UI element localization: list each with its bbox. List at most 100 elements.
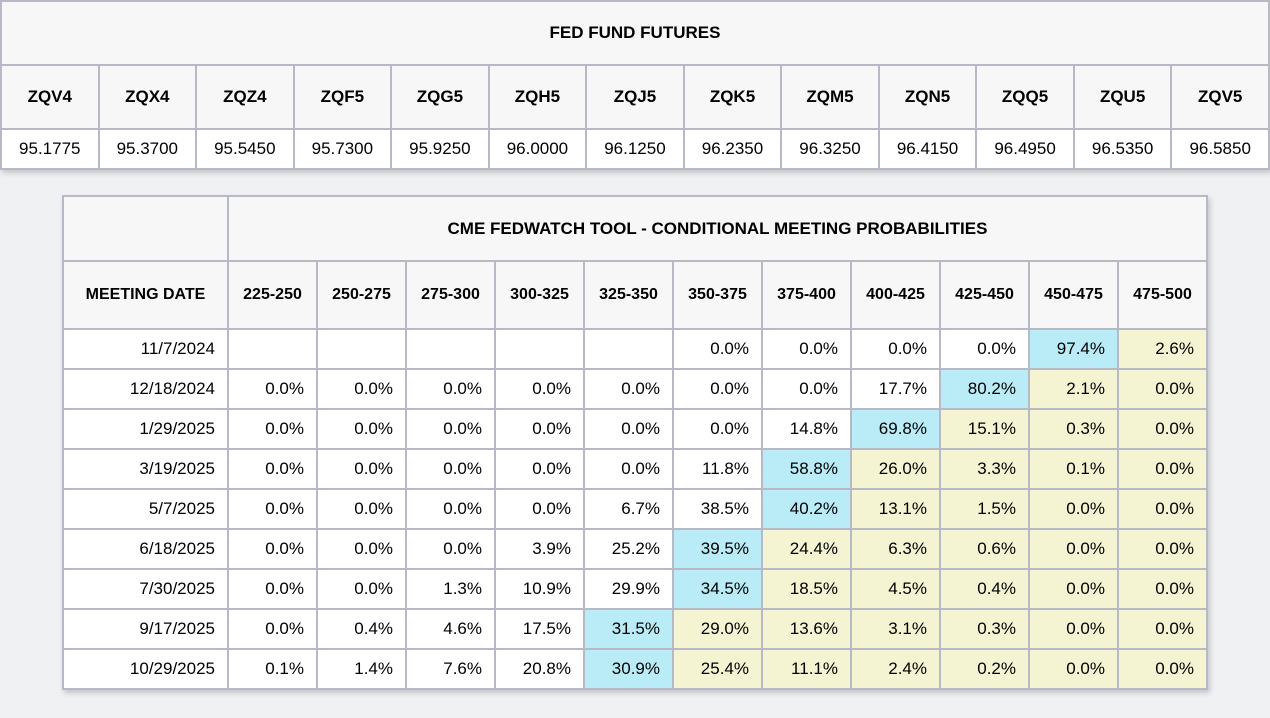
probability-cell: 1.3% bbox=[405, 568, 496, 610]
futures-price-cell: 96.0000 bbox=[487, 128, 588, 170]
futures-contract-header: ZQU5 bbox=[1072, 64, 1173, 130]
probability-cell: 0.0% bbox=[316, 528, 407, 570]
futures-price-cell: 96.4950 bbox=[975, 128, 1075, 170]
probability-cell: 0.4% bbox=[316, 608, 407, 650]
rate-range-header: 475-500 bbox=[1117, 260, 1208, 330]
meeting-date-cell: 9/17/2025 bbox=[62, 608, 229, 650]
probability-cell: 0.0% bbox=[1117, 528, 1208, 570]
probability-cell: 0.1% bbox=[227, 648, 318, 690]
probability-cell: 0.0% bbox=[405, 408, 496, 450]
probability-cell: 38.5% bbox=[672, 488, 763, 530]
probability-cell: 0.0% bbox=[227, 408, 318, 450]
fedwatch-header-row: MEETING DATE 225-250 250-275 275-300 300-32… bbox=[62, 260, 1208, 330]
futures-contract-header: ZQV5 bbox=[1170, 64, 1270, 130]
probability-cell: 4.6% bbox=[405, 608, 496, 650]
meeting-date-cell: 12/18/2024 bbox=[62, 368, 229, 410]
probability-cell: 2.4% bbox=[850, 648, 941, 690]
probability-cell: 0.0% bbox=[405, 448, 496, 490]
fedwatch-row: 5/7/2025 0.0% 0.0% 0.0% 0.0% 6.7% 38.5% 40.2% 13… bbox=[62, 488, 1208, 530]
rate-range-header: 250-275 bbox=[316, 260, 407, 330]
rate-range-header: 425-450 bbox=[939, 260, 1030, 330]
rate-range-header: 350-375 bbox=[672, 260, 763, 330]
probability-cell: 29.9% bbox=[583, 568, 674, 610]
fedwatch-row: 11/7/2024 0.0% 0.0% 0.0% 0.0% 97.4% 2.6% bbox=[62, 328, 1208, 370]
probability-cell: 0.0% bbox=[227, 448, 318, 490]
probability-cell: 0.0% bbox=[227, 368, 318, 410]
probability-cell: 0.0% bbox=[405, 488, 496, 530]
probability-cell: 39.5% bbox=[672, 528, 763, 570]
probability-cell: 0.0% bbox=[316, 488, 407, 530]
fedwatch-row: 12/18/2024 0.0% 0.0% 0.0% 0.0% 0.0% 0.0% 0.0% 17… bbox=[62, 368, 1208, 410]
probability-cell: 1.5% bbox=[939, 488, 1030, 530]
meeting-date-cell: 1/29/2025 bbox=[62, 408, 229, 450]
probability-cell bbox=[583, 328, 674, 370]
probability-cell: 0.3% bbox=[939, 608, 1030, 650]
probability-cell: 26.0% bbox=[850, 448, 941, 490]
probability-cell: 0.0% bbox=[672, 408, 763, 450]
probability-cell: 0.0% bbox=[316, 368, 407, 410]
futures-contract-header: ZQV4 bbox=[0, 64, 100, 130]
probability-cell: 0.2% bbox=[939, 648, 1030, 690]
probability-cell: 25.4% bbox=[672, 648, 763, 690]
futures-header-row: ZQV4 ZQX4 ZQZ4 ZQF5 ZQG5 ZQH5 ZQJ5 ZQK5 ZQM5 ZQN5… bbox=[0, 64, 1270, 130]
rate-range-header: 400-425 bbox=[850, 260, 941, 330]
futures-table-title: FED FUND FUTURES bbox=[0, 0, 1270, 66]
probability-cell bbox=[494, 328, 585, 370]
rate-range-header: 275-300 bbox=[405, 260, 496, 330]
meeting-date-cell: 3/19/2025 bbox=[62, 448, 229, 490]
probability-cell: 0.0% bbox=[583, 368, 674, 410]
probability-cell: 0.1% bbox=[1028, 448, 1119, 490]
probability-cell: 0.0% bbox=[1117, 368, 1208, 410]
futures-contract-header: ZQZ4 bbox=[195, 64, 295, 130]
futures-price-cell: 95.9250 bbox=[390, 128, 490, 170]
probability-cell: 11.8% bbox=[672, 448, 763, 490]
probability-cell: 11.1% bbox=[761, 648, 852, 690]
probability-cell: 0.0% bbox=[316, 448, 407, 490]
fedwatch-row: 3/19/2025 0.0% 0.0% 0.0% 0.0% 0.0% 11.8% 58.8% 2… bbox=[62, 448, 1208, 490]
probability-cell: 1.4% bbox=[316, 648, 407, 690]
probability-cell: 0.0% bbox=[227, 608, 318, 650]
probability-cell: 2.6% bbox=[1117, 328, 1208, 370]
meeting-date-cell: 11/7/2024 bbox=[62, 328, 229, 370]
probability-cell bbox=[316, 328, 407, 370]
probability-cell: 0.0% bbox=[494, 448, 585, 490]
probability-cell: 17.5% bbox=[494, 608, 585, 650]
probability-cell: 0.0% bbox=[1028, 488, 1119, 530]
meeting-date-cell: 7/30/2025 bbox=[62, 568, 229, 610]
futures-price-cell: 96.5850 bbox=[1170, 128, 1270, 170]
probability-cell: 6.7% bbox=[583, 488, 674, 530]
probability-cell: 0.0% bbox=[316, 408, 407, 450]
probability-cell: 17.7% bbox=[850, 368, 941, 410]
probability-cell: 0.0% bbox=[494, 488, 585, 530]
futures-price-cell: 95.5450 bbox=[195, 128, 295, 170]
probability-cell: 25.2% bbox=[583, 528, 674, 570]
probability-cell: 3.3% bbox=[939, 448, 1030, 490]
probability-cell: 0.0% bbox=[850, 328, 941, 370]
fed-fund-futures-table: FED FUND FUTURES ZQV4 ZQX4 ZQZ4 ZQF5 ZQG5 ZQH… bbox=[0, 0, 1270, 170]
probability-cell: 0.0% bbox=[227, 568, 318, 610]
probability-cell: 69.8% bbox=[850, 408, 941, 450]
probability-cell: 24.4% bbox=[761, 528, 852, 570]
fedwatch-row: 9/17/2025 0.0% 0.4% 4.6% 17.5% 31.5% 29.0% 13.6… bbox=[62, 608, 1208, 650]
meeting-date-cell: 6/18/2025 bbox=[62, 528, 229, 570]
probability-cell: 0.3% bbox=[1028, 408, 1119, 450]
probability-cell: 0.0% bbox=[1028, 568, 1119, 610]
futures-contract-header: ZQK5 bbox=[682, 64, 783, 130]
futures-contract-header: ZQQ5 bbox=[975, 64, 1075, 130]
futures-contract-header: ZQJ5 bbox=[585, 64, 685, 130]
futures-price-row: 95.1775 95.3700 95.5450 95.7300 95.9250 96.00… bbox=[0, 128, 1270, 170]
rate-range-header: 225-250 bbox=[227, 260, 318, 330]
probability-cell: 0.0% bbox=[494, 368, 585, 410]
rate-range-header: 375-400 bbox=[761, 260, 852, 330]
probability-cell: 0.0% bbox=[583, 408, 674, 450]
probability-cell: 0.0% bbox=[1117, 488, 1208, 530]
fedwatch-row: 1/29/2025 0.0% 0.0% 0.0% 0.0% 0.0% 0.0% 14.8% 69… bbox=[62, 408, 1208, 450]
futures-title-row: FED FUND FUTURES bbox=[0, 0, 1270, 66]
probability-cell: 0.0% bbox=[761, 328, 852, 370]
probability-cell: 3.9% bbox=[494, 528, 585, 570]
probability-cell: 40.2% bbox=[761, 488, 852, 530]
probability-cell: 0.0% bbox=[1028, 608, 1119, 650]
futures-contract-header: ZQN5 bbox=[877, 64, 978, 130]
fedwatch-title-row: CME FEDWATCH TOOL - CONDITIONAL MEETING … bbox=[62, 195, 1208, 262]
fedwatch-row: 10/29/2025 0.1% 1.4% 7.6% 20.8% 30.9% 25.4% 11.… bbox=[62, 648, 1208, 690]
